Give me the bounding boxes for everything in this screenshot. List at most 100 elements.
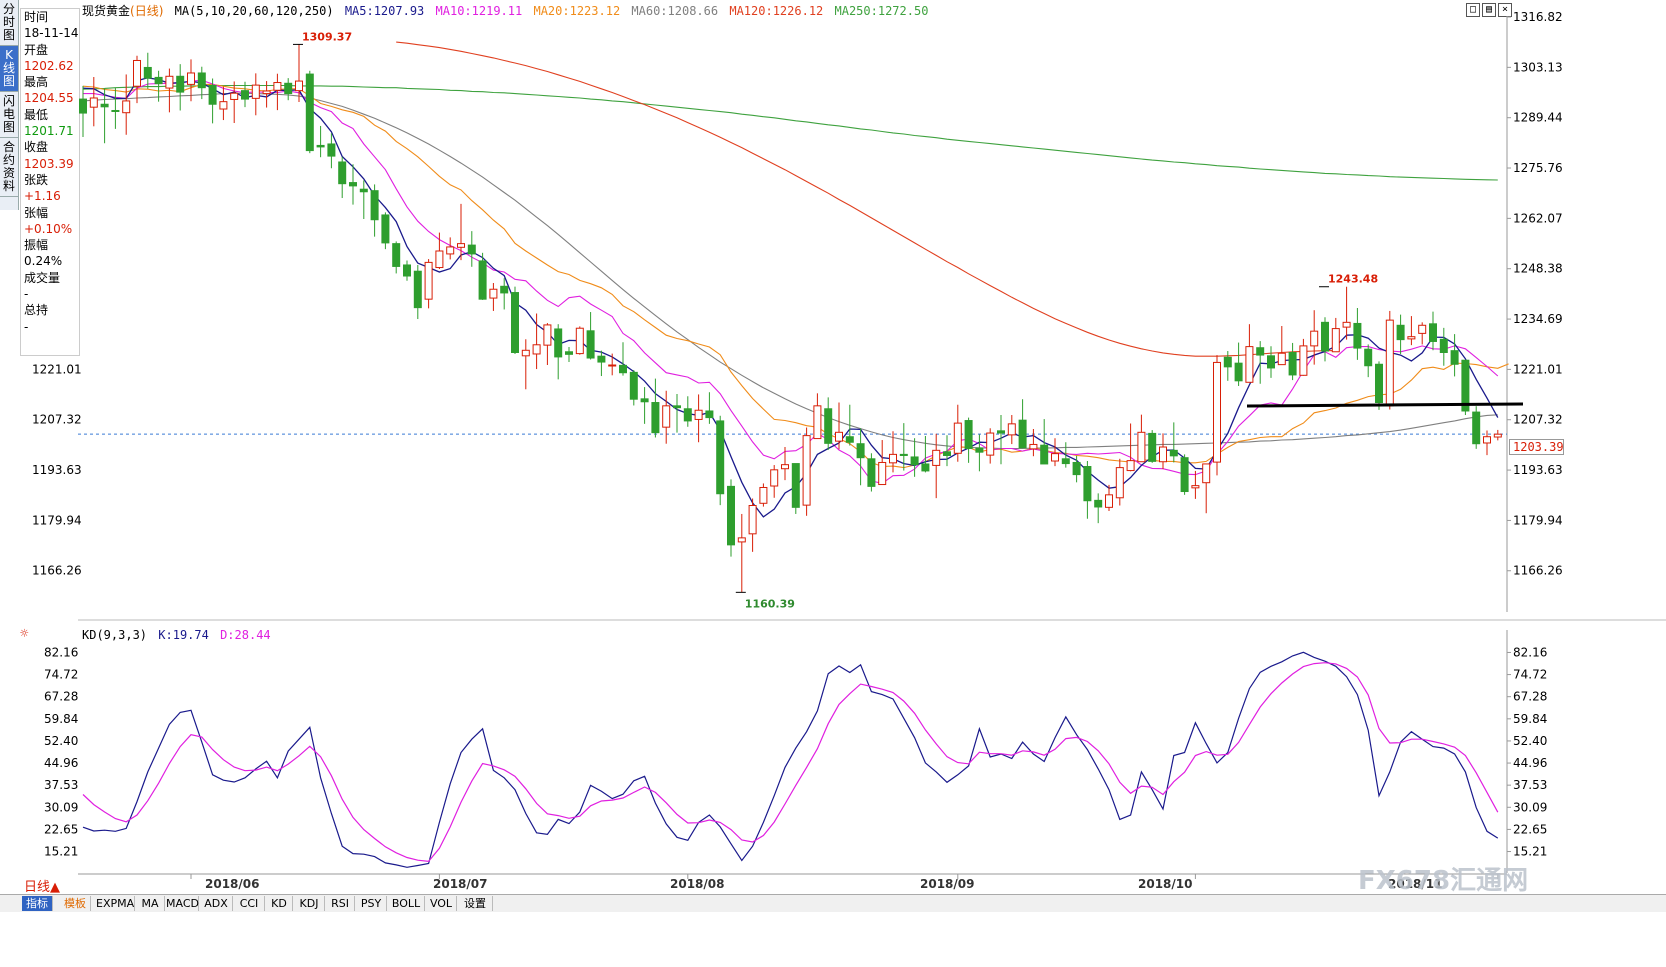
candle [187, 59, 195, 102]
candle-body [1191, 485, 1200, 489]
candle [975, 434, 984, 472]
candle-body [165, 75, 174, 89]
candle-body [187, 72, 195, 85]
y-tick-label: 1207.32 [1513, 413, 1563, 427]
kd-y-tick-label: 44.96 [1513, 756, 1547, 770]
candle [813, 393, 822, 440]
support-trendline[interactable] [1246, 402, 1524, 408]
candle-body [1493, 433, 1502, 438]
tab-kd[interactable]: KD [266, 896, 293, 911]
indicator-tab-bar: 指标 模板 EXPMA MA MACD ADX CCI KD KDJ RSI P… [0, 894, 1666, 913]
current-price-tag: 1203.39 [1509, 439, 1564, 455]
kd-y-tick-label: 15.21 [1513, 845, 1547, 859]
candle [748, 498, 757, 552]
candle-body [338, 161, 347, 185]
tab-psy[interactable]: PSY [356, 896, 387, 911]
candle [640, 387, 649, 424]
indicator-gear-icon[interactable]: ☼ [20, 626, 29, 642]
time-value: 18-11-14 [24, 26, 79, 41]
tab-indicators[interactable]: 指标 [22, 896, 53, 911]
candle-body [1223, 356, 1232, 368]
candle [651, 378, 660, 438]
candle-body [1169, 449, 1178, 457]
candle [1353, 307, 1362, 360]
tab-adx[interactable]: ADX [200, 896, 233, 911]
tab-contract-info[interactable]: 合约资料 [0, 138, 18, 197]
candle-body [835, 431, 843, 442]
tab-expma[interactable]: EXPMA [96, 896, 135, 911]
tab-kline[interactable]: K线图 [0, 46, 18, 92]
candle-body [1375, 363, 1383, 404]
candle [1364, 344, 1373, 378]
candle [845, 404, 854, 446]
candle-body [1018, 419, 1027, 449]
candle [273, 73, 282, 111]
annotation-label: 1309.37 [302, 30, 352, 43]
candle-body [154, 76, 163, 85]
candle [899, 423, 908, 471]
change-label: 张跌 [24, 172, 49, 187]
candle-body [824, 408, 833, 444]
tab-boll[interactable]: BOLL [388, 896, 425, 911]
candle [359, 180, 368, 219]
candle [1126, 423, 1135, 472]
period-selector[interactable]: 日线▲ [24, 876, 60, 895]
candle-body [932, 449, 941, 466]
tab-rsi[interactable]: RSI [326, 896, 355, 911]
tab-kdj[interactable]: KDJ [294, 896, 325, 911]
x-axis-ticks [190, 874, 1499, 879]
candle [241, 81, 249, 108]
tab-templates[interactable]: 模板 [60, 896, 91, 911]
close-icon[interactable]: × [1498, 3, 1512, 17]
candle [802, 427, 811, 516]
tab-vol[interactable]: VOL [426, 896, 457, 911]
kd-d-line [82, 662, 1499, 863]
candle-body [316, 144, 325, 148]
candle [1493, 429, 1502, 441]
candle-body [802, 435, 811, 506]
candle [1472, 406, 1481, 449]
candle [143, 52, 152, 89]
tab-macd[interactable]: MACD [166, 896, 199, 911]
restore-icon[interactable]: □ [1466, 3, 1480, 17]
y-tick-label-left: 1207.32 [32, 413, 82, 427]
candle [521, 339, 530, 390]
candle [316, 125, 325, 158]
candle [1461, 359, 1470, 416]
candle-body [694, 409, 703, 420]
candle-body [997, 430, 1005, 434]
candle-body [1083, 466, 1092, 502]
y-tick-label: 1179.94 [1513, 513, 1563, 527]
candle-body [262, 90, 271, 95]
candle-body [100, 103, 109, 108]
candle [349, 164, 357, 205]
tab-cci[interactable]: CCI [234, 896, 265, 911]
maximize-icon[interactable]: ▤ [1482, 3, 1496, 17]
candle [694, 394, 703, 443]
candle [619, 342, 627, 376]
y-tick-label-left: 1221.01 [32, 362, 82, 376]
candle [1202, 463, 1211, 514]
candle [683, 396, 692, 427]
kline-chart[interactable]: 1316.82 1303.13 1289.44 1275.76 1262.07 1248.… [0, 0, 1666, 894]
candle [500, 278, 509, 310]
tab-ma[interactable]: MA [136, 896, 165, 911]
tab-flash[interactable]: 闪电图 [0, 92, 18, 138]
candle [1288, 342, 1297, 381]
tab-timeshare[interactable]: 分时图 [0, 0, 18, 46]
y-tick-label: 1303.13 [1513, 60, 1563, 74]
kd-k-line [82, 651, 1499, 868]
kd-y-tick-label-left: 52.40 [44, 734, 78, 748]
candle-body [1331, 328, 1340, 353]
kd-lines [82, 651, 1499, 868]
tab-settings[interactable]: 设置 [458, 896, 493, 911]
candle [446, 237, 455, 260]
amp-value: 0.24% [24, 254, 63, 269]
y-tick-label: 1193.63 [1513, 463, 1563, 477]
candle [79, 85, 87, 137]
candle [1040, 419, 1049, 465]
open-interest-value: - [24, 319, 29, 334]
candle-body [791, 463, 800, 508]
candle-body [284, 82, 293, 95]
y-axis-ticks: 1316.82 1303.13 1289.44 1275.76 1262.07 1248.… [32, 10, 1563, 859]
